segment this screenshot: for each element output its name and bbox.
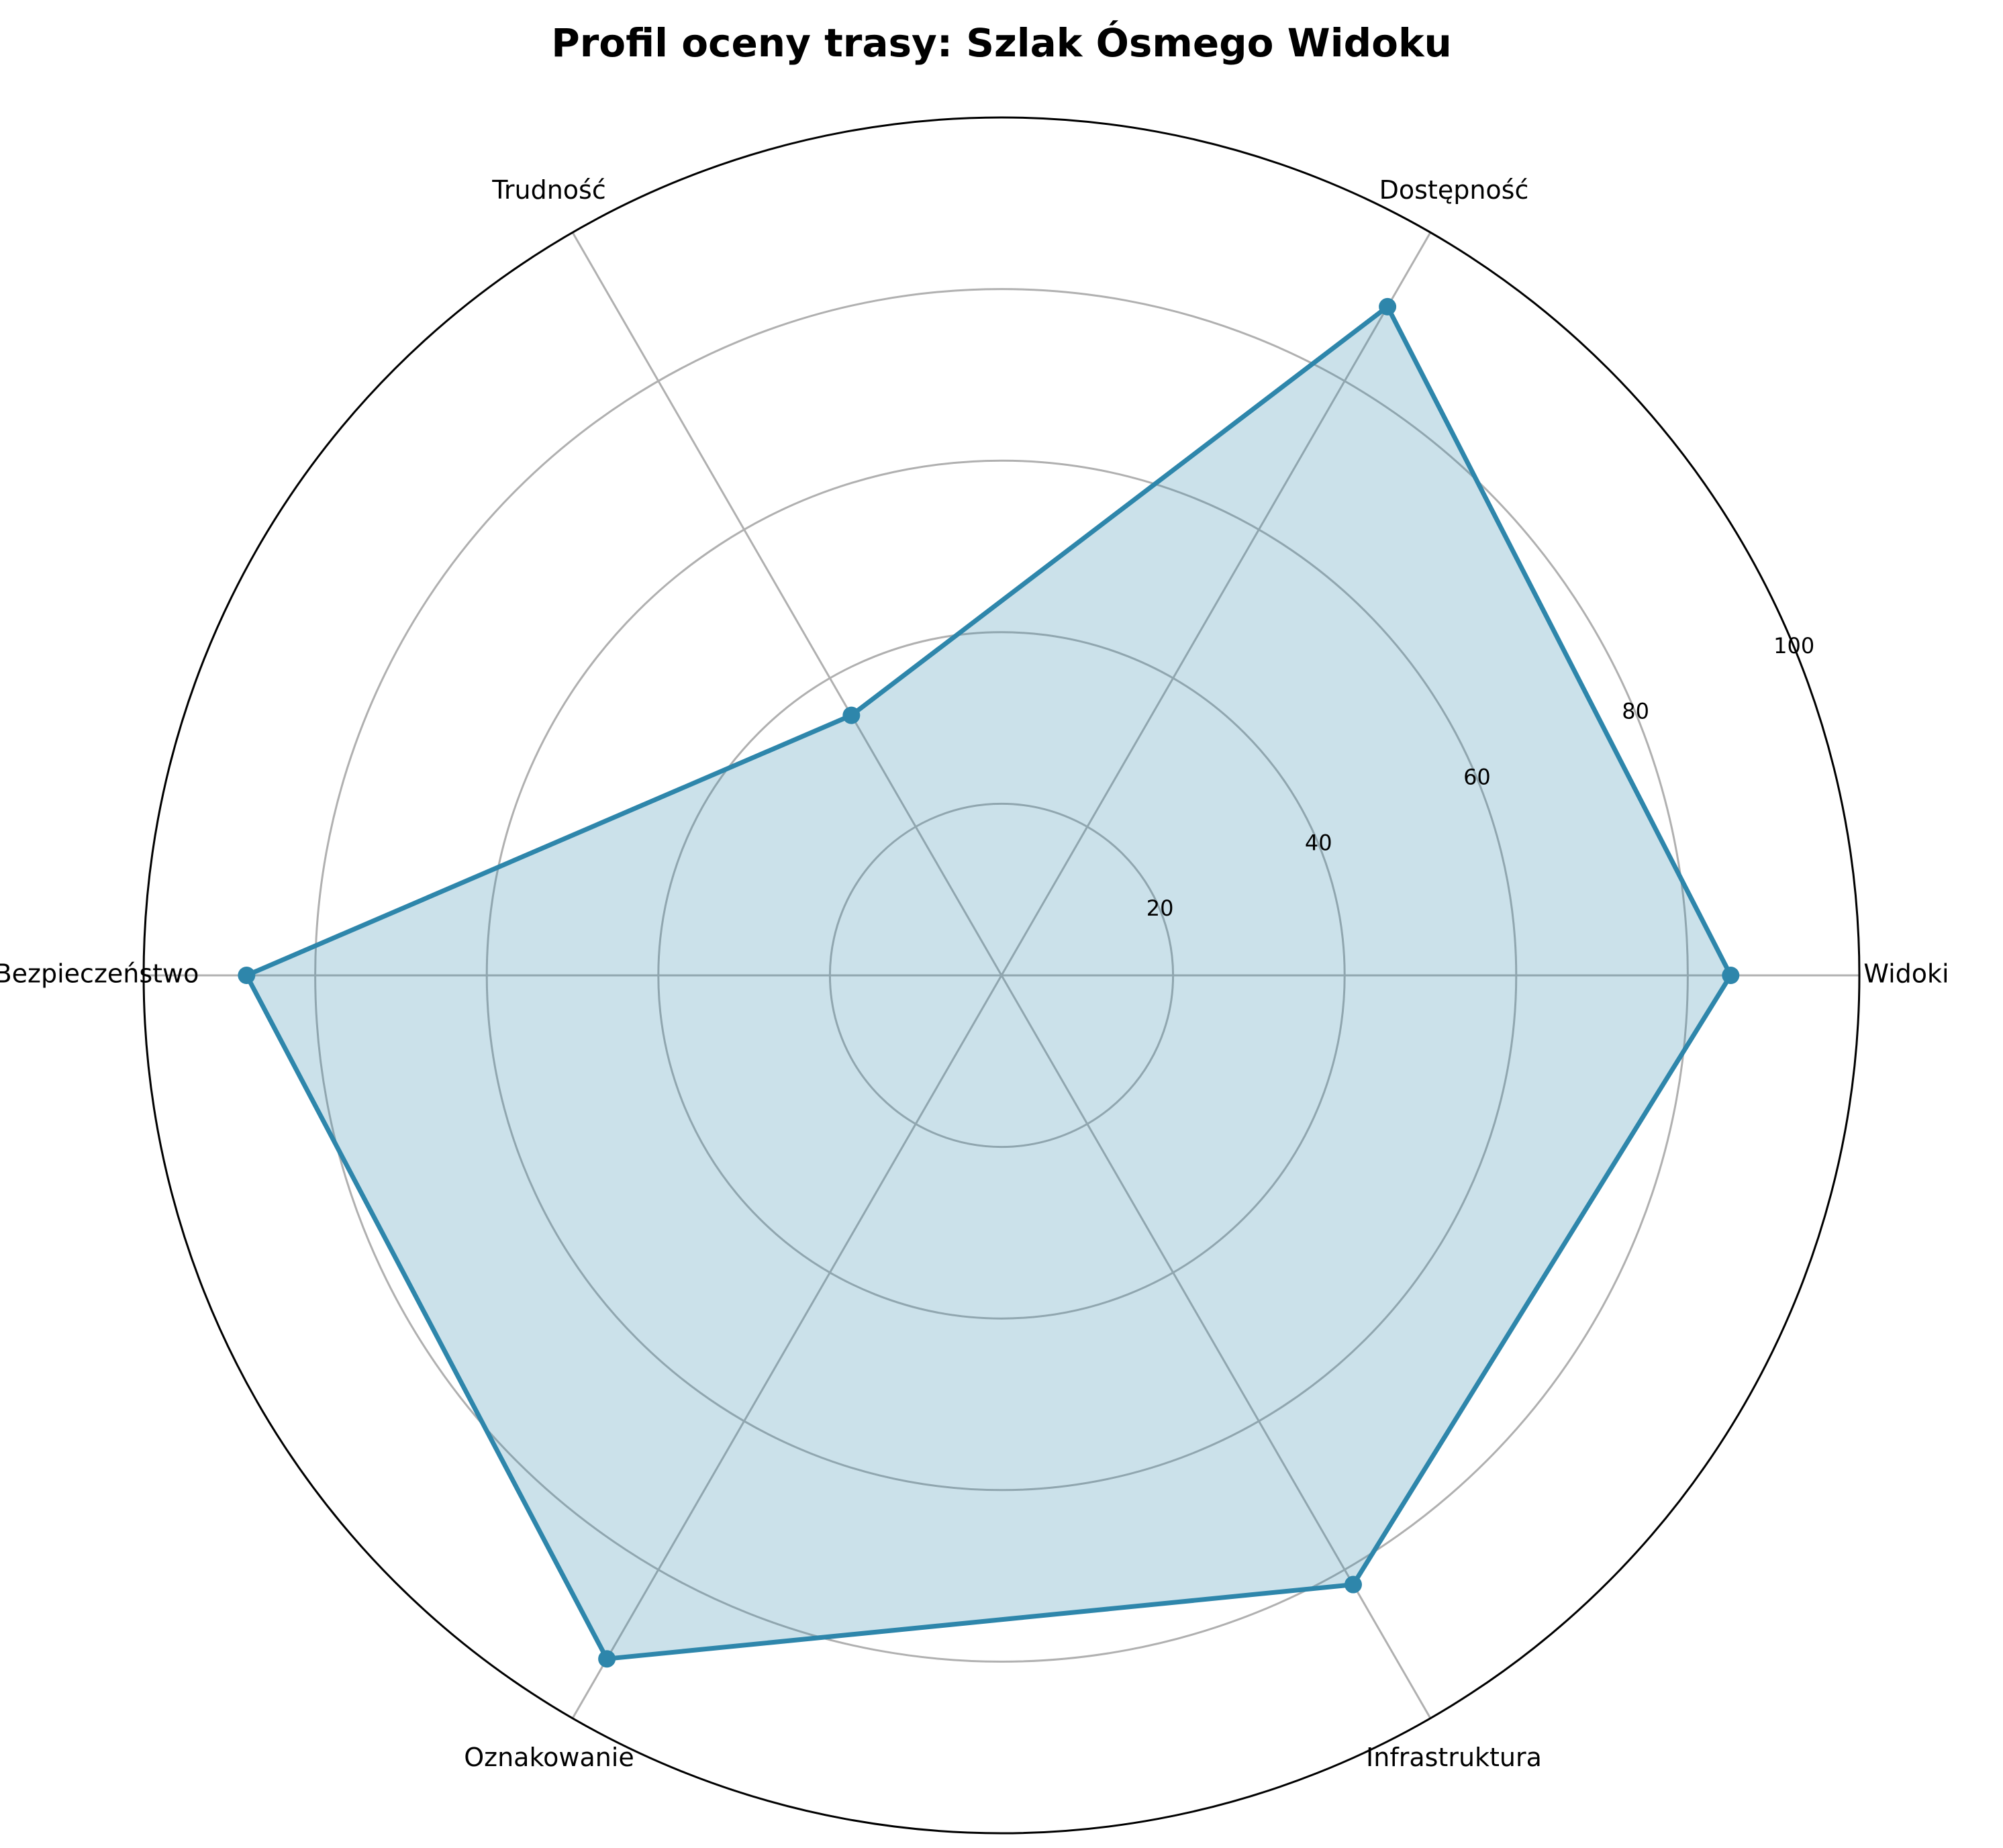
spoke-1 bbox=[1000, 232, 1432, 976]
tick-label-40: 40 bbox=[1305, 830, 1332, 855]
data-point-4 bbox=[598, 1650, 616, 1668]
series-fill bbox=[246, 306, 1731, 1659]
spoke-5 bbox=[1000, 975, 1432, 1719]
spokes bbox=[144, 232, 1859, 1719]
category-label-2: Trudność bbox=[491, 175, 605, 205]
spoke-4 bbox=[571, 975, 1003, 1719]
category-labels: Widoki Dostępność Trudność Bezpieczeństwo Oz… bbox=[0, 175, 1949, 1772]
tick-label-60: 60 bbox=[1463, 765, 1491, 790]
data-point-5 bbox=[1344, 1575, 1362, 1594]
tick-label-100: 100 bbox=[1773, 633, 1814, 659]
tick-label-20: 20 bbox=[1146, 895, 1174, 921]
spoke-2 bbox=[571, 232, 1003, 976]
data-point-2 bbox=[842, 706, 861, 724]
series-points bbox=[238, 297, 1740, 1668]
tick-label-80: 80 bbox=[1622, 699, 1649, 724]
chart-title: Profil oceny trasy: Szlak Ósmego Widoku bbox=[551, 20, 1452, 66]
data-point-3 bbox=[238, 967, 256, 984]
data-point-0 bbox=[1722, 967, 1740, 984]
category-label-1: Dostępność bbox=[1379, 175, 1529, 205]
series-area bbox=[244, 304, 1733, 1661]
category-label-3: Bezpieczeństwo bbox=[0, 959, 199, 989]
radial-tick-labels: 20 40 60 80 100 bbox=[1146, 633, 1814, 921]
data-point-1 bbox=[1379, 297, 1397, 315]
category-label-5: Infrastruktura bbox=[1366, 1743, 1542, 1772]
category-label-0: Widoki bbox=[1863, 959, 1949, 989]
category-label-4: Oznakowanie bbox=[464, 1743, 634, 1772]
outer-frame bbox=[142, 116, 1861, 1835]
outer-circle bbox=[142, 116, 1861, 1835]
